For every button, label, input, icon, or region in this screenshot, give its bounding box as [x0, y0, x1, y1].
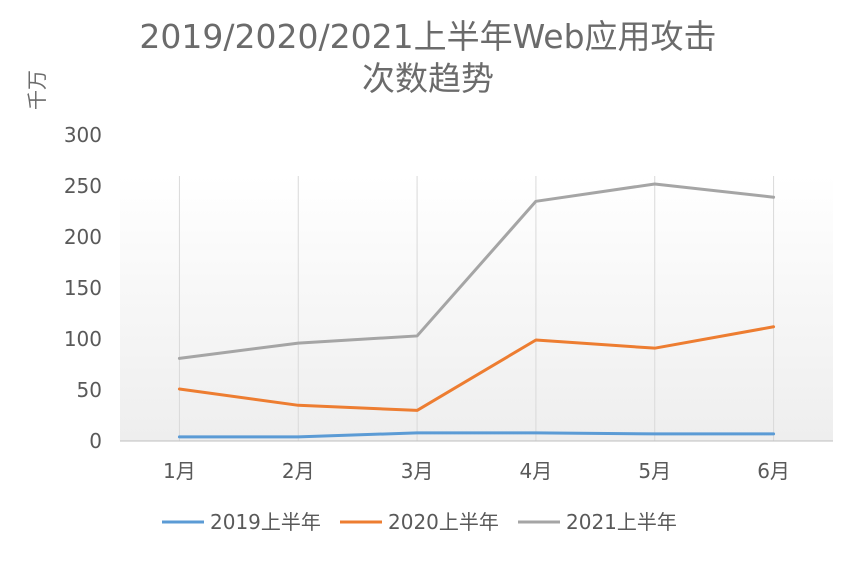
- y-tick-label: 50: [77, 378, 102, 402]
- x-tick-labels: 1月 2月 3月 4月 5月 6月: [163, 459, 790, 483]
- chart-title-line-2: 次数趋势: [362, 59, 494, 98]
- grid-layer: [178, 176, 775, 441]
- y-tick-label: 0: [89, 429, 102, 453]
- y-tick-label: 200: [64, 225, 102, 249]
- x-tick-label: 5月: [638, 459, 671, 483]
- legend-label: 2020上半年: [388, 510, 499, 534]
- legend: 2019上半年 2020上半年 2021上半年: [162, 510, 677, 534]
- y-tick-labels: 0 50 100 150 200 250 300: [64, 123, 102, 453]
- series-line: [177, 182, 776, 360]
- x-tick-label: 1月: [163, 459, 196, 483]
- chart-title-line-1: 2019/2020/2021上半年Web应用攻击: [139, 17, 716, 56]
- y-tick-label: 300: [64, 123, 102, 147]
- y-tick-label: 100: [64, 327, 102, 351]
- y-axis-label: 千万: [25, 70, 49, 110]
- series-line: [177, 325, 776, 412]
- series-layer: [177, 182, 776, 439]
- x-tick-label: 3月: [401, 459, 434, 483]
- x-tick-label: 6月: [757, 459, 790, 483]
- x-tick-label: 2月: [282, 459, 315, 483]
- x-tick-label: 4月: [520, 459, 553, 483]
- y-tick-label: 250: [64, 174, 102, 198]
- series-line: [177, 431, 776, 439]
- legend-label: 2021上半年: [566, 510, 677, 534]
- plot-area: [120, 175, 833, 441]
- y-tick-label: 150: [64, 276, 102, 300]
- legend-label: 2019上半年: [210, 510, 321, 534]
